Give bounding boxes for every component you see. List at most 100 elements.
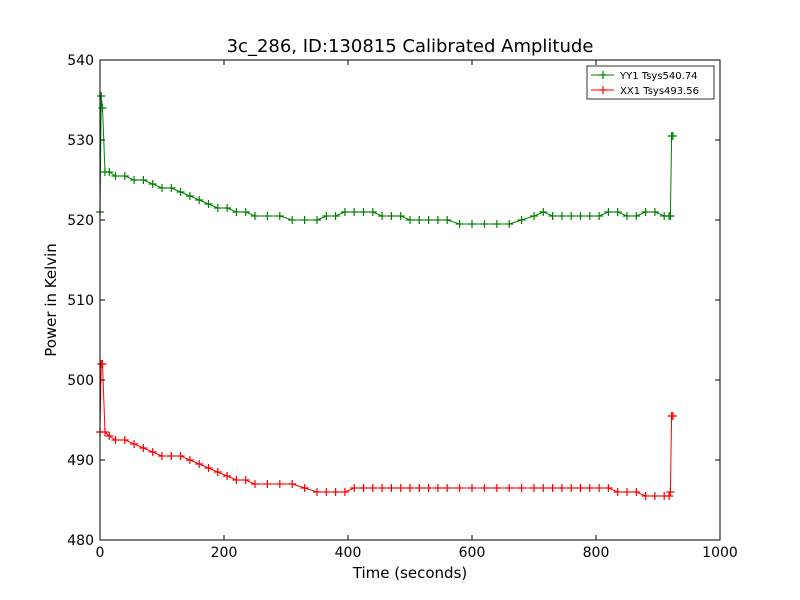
data-point: [359, 208, 368, 216]
data-point: [130, 176, 139, 184]
data-point: [650, 492, 659, 500]
data-point: [455, 220, 464, 228]
data-point: [313, 216, 321, 224]
data-point: [548, 484, 557, 492]
data-point: [139, 444, 148, 452]
data-point: [368, 484, 377, 492]
x-tick-label: 200: [211, 545, 238, 561]
data-point: [585, 212, 594, 220]
data-point: [396, 484, 405, 492]
data-point: [195, 196, 204, 204]
legend-marker: [599, 71, 607, 79]
data-point: [396, 212, 405, 220]
data-point: [613, 208, 622, 216]
data-point: [424, 216, 433, 224]
data-point: [632, 488, 641, 496]
data-point: [480, 220, 489, 228]
data-point: [387, 484, 396, 492]
data-point: [505, 484, 514, 492]
data-point: [167, 452, 176, 460]
x-axis-title: Time (seconds): [352, 564, 468, 582]
data-point: [443, 484, 452, 492]
data-point: [100, 428, 109, 436]
data-point: [585, 484, 594, 492]
data-point: [666, 212, 675, 220]
legend-label: XX1 Tsys493.56: [620, 86, 699, 97]
data-point: [505, 220, 514, 228]
data-point: [185, 192, 194, 200]
data-point: [668, 412, 677, 420]
data-point: [406, 216, 414, 224]
legend-marker: [599, 86, 607, 94]
data-point: [613, 488, 622, 496]
data-point: [433, 484, 442, 492]
data-point: [331, 488, 340, 496]
data-point: [666, 488, 675, 496]
data-point: [595, 484, 604, 492]
data-point: [251, 212, 259, 220]
data-point: [641, 208, 650, 216]
data-point: [641, 492, 650, 500]
data-point: [331, 212, 340, 220]
data-point: [665, 492, 674, 500]
data-point: [275, 480, 284, 488]
data-point: [167, 184, 176, 192]
data-point: [241, 208, 250, 216]
data-point: [455, 484, 464, 492]
data-point: [130, 440, 139, 448]
plot-layer: [96, 92, 677, 500]
y-axis-title: Power in Kelvin: [42, 243, 60, 357]
data-point: [468, 484, 476, 492]
data-point: [105, 432, 114, 440]
y-tick-label: 490: [67, 453, 94, 469]
data-point: [213, 204, 222, 212]
data-point: [223, 472, 232, 480]
data-point: [251, 480, 259, 488]
data-point: [275, 212, 284, 220]
legend-label: YY1 Tsys540.74: [619, 71, 698, 82]
ticks-layer: 0 200 400 600 800 1000 480 490 500 510 520 530 540: [67, 53, 738, 561]
data-point: [111, 436, 120, 444]
data-point: [378, 212, 387, 220]
data-point: [368, 208, 377, 216]
data-point: [530, 484, 538, 492]
data-point: [176, 452, 185, 460]
data-point: [158, 184, 166, 192]
data-point: [223, 204, 232, 212]
data-point: [120, 436, 129, 444]
x-tick-label: 1000: [702, 545, 738, 561]
data-point: [120, 172, 129, 180]
data-point: [539, 208, 548, 216]
legend: YY1 Tsys540.74 XX1 Tsys493.56: [586, 65, 715, 100]
data-point: [213, 468, 222, 476]
data-point: [576, 484, 585, 492]
data-point: [204, 464, 213, 472]
data-point: [139, 176, 148, 184]
data-point: [623, 488, 631, 496]
data-point: [468, 220, 476, 228]
data-point: [632, 212, 641, 220]
plot-frame: [99, 59, 721, 541]
data-point: [480, 484, 489, 492]
data-point: [232, 208, 241, 216]
data-point: [378, 484, 387, 492]
y-tick-label: 520: [67, 213, 94, 229]
data-point: [322, 488, 331, 496]
data-point: [604, 208, 613, 216]
y-tick-label: 530: [67, 133, 94, 149]
data-point: [105, 168, 114, 176]
data-point: [350, 208, 359, 216]
data-point: [359, 484, 368, 492]
data-point: [650, 208, 659, 216]
data-point: [288, 216, 297, 224]
series-line-0: [99, 95, 673, 225]
data-point: [176, 188, 185, 196]
data-point: [263, 212, 272, 220]
data-point: [387, 212, 396, 220]
y-tick-label: 510: [67, 293, 94, 309]
y-tick-label: 480: [67, 533, 94, 549]
data-point: [517, 484, 526, 492]
data-point: [548, 212, 557, 220]
data-point: [492, 220, 501, 228]
data-point: [340, 208, 349, 216]
